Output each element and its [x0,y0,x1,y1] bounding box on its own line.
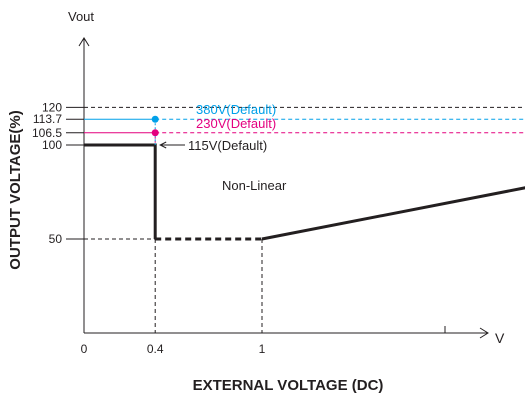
y-tick-label: 113.7 [33,112,62,126]
label-380v: 380V(Default) [196,102,276,117]
series-marker-380v [151,115,159,123]
y-axis-title: OUTPUT VOLTAGE(%) [7,110,24,269]
axes: Vout V [68,9,505,346]
label-115v-arrow-icon [159,141,167,149]
series-lines [84,118,525,241]
series-markers [151,115,159,137]
y-tick-label: 120 [42,100,62,114]
x-tick-label: 0.4 [147,342,164,356]
x-tick-label: 1 [259,342,266,356]
label-230v: 230V(Default) [196,116,276,131]
y-tick-label: 50 [49,232,63,246]
y-tick-label: 100 [42,138,62,152]
x-axis-unit-label: V [495,330,505,346]
series-labels: 380V(Default)230V(Default) 115V(Default) N… [159,102,287,193]
linear-segment [261,186,525,241]
x-axis-title: EXTERNAL VOLTAGE (DC) [193,377,384,394]
y-axis-unit-label: Vout [68,9,94,24]
guide-lines [84,106,525,333]
series-marker-230v [151,129,159,137]
x-axis-arrowhead-icon [479,327,489,339]
y-tick-label: 106.5 [32,126,62,140]
x-tick-label: 0 [81,342,88,356]
label-non-linear: Non-Linear [222,178,287,193]
label-115v: 115V(Default) [188,138,267,153]
y-axis-arrowhead-icon [78,37,90,47]
series-line-115v [84,143,157,239]
